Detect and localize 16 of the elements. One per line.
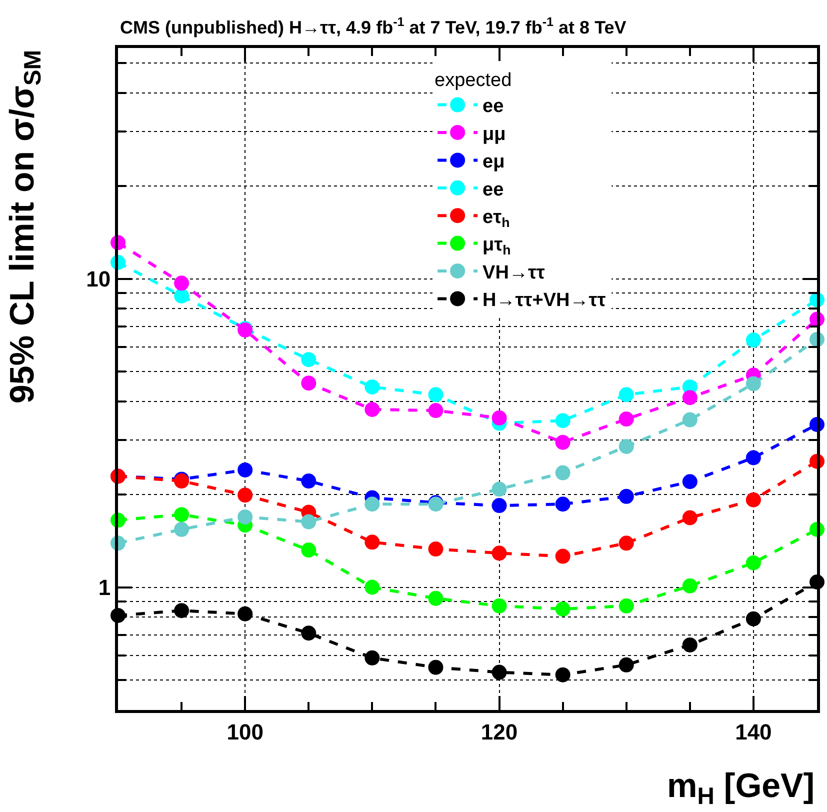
x-axis-title: m$_{H}$ [GeV] [667,767,815,810]
legend-label: H→ττ+VH→ττ [482,290,606,312]
legend-title: expected [434,70,512,91]
legend-label: μμ [482,124,506,145]
x-tick-label: 120 [480,719,518,744]
x-tick-label: 140 [735,719,772,744]
x-tick-label: 100 [226,719,264,744]
legend-label: ee [482,96,504,118]
legend-label: VH→ττ [482,262,546,284]
legend-label: eμ [482,152,505,173]
legend-label: eτ$_{h}$ [482,207,510,230]
legend-label: ee [482,179,504,200]
y-tick-label: 10 [86,266,111,292]
chart-title: CMS (unpublished) H→ττ, 4.9 fb$^{-1}$ at 7 TeV, 19.7 fb$^{-1}$ at 8 TeV [120,15,626,38]
legend-label: μτ$_{h}$ [482,234,511,258]
y-tick-label: 1 [98,574,111,600]
